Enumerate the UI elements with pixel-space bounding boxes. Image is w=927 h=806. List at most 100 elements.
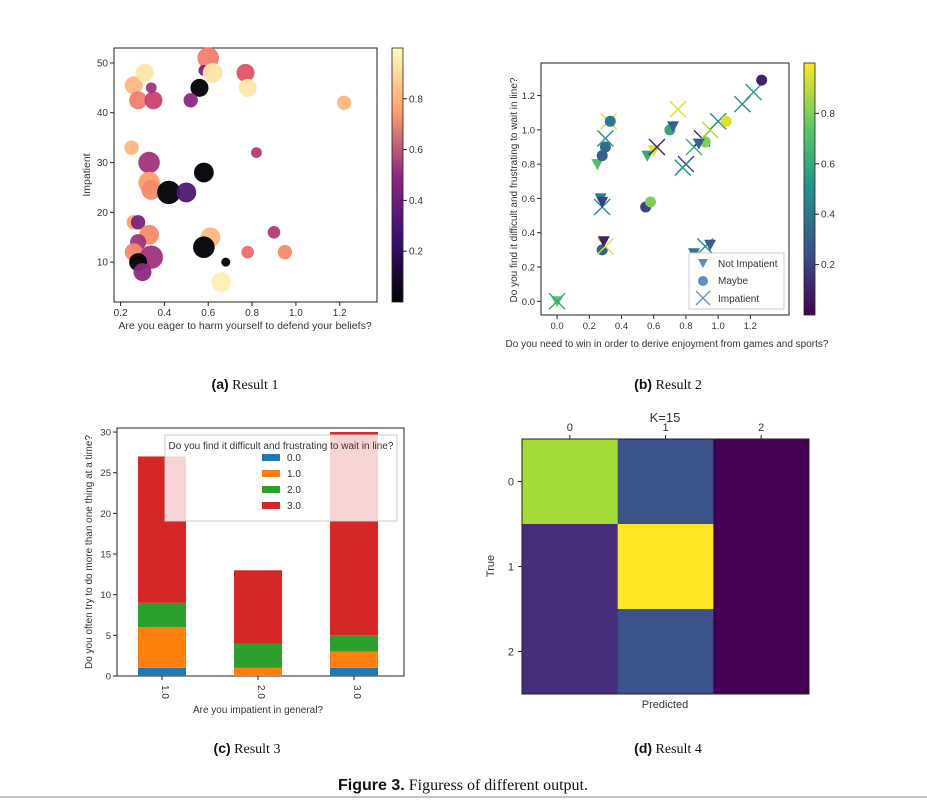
scatter-point — [129, 91, 148, 110]
y-tick-label: 0 — [508, 477, 514, 489]
colorbar-tick-label: 0.4 — [821, 210, 835, 221]
y-tick-label: 50 — [97, 58, 109, 69]
panel-a-x-ticks: 0.2 0.4 0.6 0.8 1.0 1.2 — [114, 302, 347, 319]
y-tick-label: 1 — [508, 562, 514, 574]
panel-d-caption: (d) Result 4 — [634, 740, 702, 757]
scatter-point — [267, 225, 281, 239]
scatter-point-circle — [604, 115, 616, 127]
x-tick-label: 0.2 — [114, 308, 128, 319]
colorbar-tick-label: 0.2 — [821, 260, 835, 271]
legend-label: 1.0 — [287, 469, 301, 480]
panel-c-legend-title: Do you find it difficult and frustrating… — [169, 441, 394, 452]
panel-a-points — [124, 47, 352, 292]
circle-marker-icon — [698, 276, 708, 286]
panel-c-x-ticks: 1.0 2.0 3.0 — [159, 676, 362, 699]
panel-b-caption: (b) Result 2 — [634, 376, 702, 393]
panel-b-y-ticks: 0.0 0.2 0.4 0.6 0.8 1.0 1.2 — [522, 91, 541, 308]
colorbar-tick-label: 0.8 — [821, 109, 835, 120]
heatmap-cell — [617, 439, 714, 525]
panel-b-colorbar-ticks: 0.2 0.4 0.6 0.8 — [815, 109, 835, 271]
panel-b-legend: Not Impatient Maybe Impatient — [688, 252, 785, 310]
x-tick-label: 0.0 — [550, 321, 563, 332]
legend-swatch — [262, 470, 280, 477]
y-tick-label: 10 — [97, 258, 109, 269]
y-tick-label: 40 — [97, 108, 109, 119]
scatter-point — [141, 180, 162, 200]
figure-caption-label: Figure 3. — [338, 777, 405, 794]
panel-c-caption-label: (c) — [214, 740, 231, 756]
panel-c-caption-text: Result 3 — [231, 742, 281, 757]
panel-d-cells — [522, 439, 810, 695]
x-tick-label: 0.2 — [583, 321, 596, 332]
panel-c-legend-items: 0.0 1.0 2.0 3.0 — [262, 453, 301, 512]
legend-swatch — [262, 502, 280, 509]
x-tick-label: 1.0 — [712, 321, 725, 332]
scatter-point — [135, 63, 154, 82]
x-tick-label: 1.0 — [289, 308, 303, 319]
x-tick-label: 2.0 — [255, 685, 266, 699]
legend-label: 0.0 — [287, 453, 301, 464]
scatter-point-triangle — [704, 239, 717, 251]
scatter-point — [138, 151, 160, 174]
scatter-point-x — [596, 237, 614, 255]
panel-a-colorbar — [391, 47, 404, 303]
panel-c: Do you find it difficult and frustrating… — [84, 427, 405, 757]
x-tick-label: 1 — [662, 422, 668, 434]
x-tick-label: 0.8 — [245, 308, 259, 319]
panel-c-x-axis-label: Are you impatient in general? — [193, 705, 324, 716]
bar-segment — [138, 667, 186, 676]
panel-a-caption-label: (a) — [212, 376, 229, 392]
scatter-point-x — [709, 112, 727, 130]
panel-a-caption-text: Result 1 — [229, 378, 279, 393]
scatter-point — [211, 272, 232, 292]
scatter-point — [236, 63, 255, 82]
bar-segment — [138, 602, 186, 628]
y-tick-label: 0 — [106, 672, 111, 683]
scatter-point-x — [596, 129, 614, 147]
scatter-point-circle — [596, 150, 608, 162]
colorbar-tick-label: 0.4 — [409, 196, 423, 207]
heatmap-cell — [617, 609, 714, 695]
panel-d-caption-text: Result 4 — [652, 742, 702, 757]
scatter-point-circle — [599, 141, 611, 153]
heatmap-cell — [713, 439, 810, 525]
bar-segment — [234, 570, 282, 644]
x-tick-label: 0.6 — [647, 321, 660, 332]
scatter-point — [238, 78, 257, 97]
panel-d-ticks: 0 1 2 0 1 2 — [508, 422, 764, 659]
x-tick-label: 2 — [758, 422, 764, 434]
y-tick-label: 2 — [508, 647, 514, 659]
heatmap-cell — [617, 524, 714, 610]
y-tick-label: 10 — [100, 590, 111, 601]
panel-c-bars — [138, 432, 378, 676]
scatter-point-x — [648, 138, 666, 156]
x-tick-label: 0.6 — [201, 308, 215, 319]
legend-swatch — [262, 486, 280, 493]
bar-segment — [330, 651, 378, 668]
scatter-point-x — [745, 83, 763, 101]
scatter-point — [133, 263, 152, 282]
panel-b-colorbar — [803, 62, 816, 316]
colorbar-tick-label: 0.6 — [821, 159, 835, 170]
scatter-point — [183, 93, 198, 108]
scatter-point — [124, 140, 139, 155]
panel-b-x-ticks: 0.0 0.2 0.4 0.6 0.8 1.0 1.2 — [550, 315, 757, 332]
panel-d-title: K=15 — [650, 410, 681, 425]
heatmap-cell — [522, 524, 619, 610]
x-tick-label: 1.2 — [744, 321, 757, 332]
panel-a-colorbar-ticks: 0.2 0.4 0.6 0.8 — [403, 94, 423, 258]
scatter-point — [144, 91, 163, 110]
scatter-point — [193, 236, 215, 259]
x-tick-label: 1.2 — [333, 308, 347, 319]
scatter-point — [176, 182, 197, 203]
scatter-point — [190, 78, 209, 97]
x-tick-label: 3.0 — [351, 685, 362, 699]
heatmap-cell — [522, 609, 619, 695]
x-tick-label: 0 — [567, 422, 573, 434]
scatter-point — [221, 257, 231, 267]
colorbar-tick-label: 0.8 — [409, 94, 423, 105]
panel-b-caption-text: Result 2 — [652, 378, 702, 393]
y-tick-label: 25 — [100, 468, 111, 479]
scatter-point — [193, 162, 214, 183]
